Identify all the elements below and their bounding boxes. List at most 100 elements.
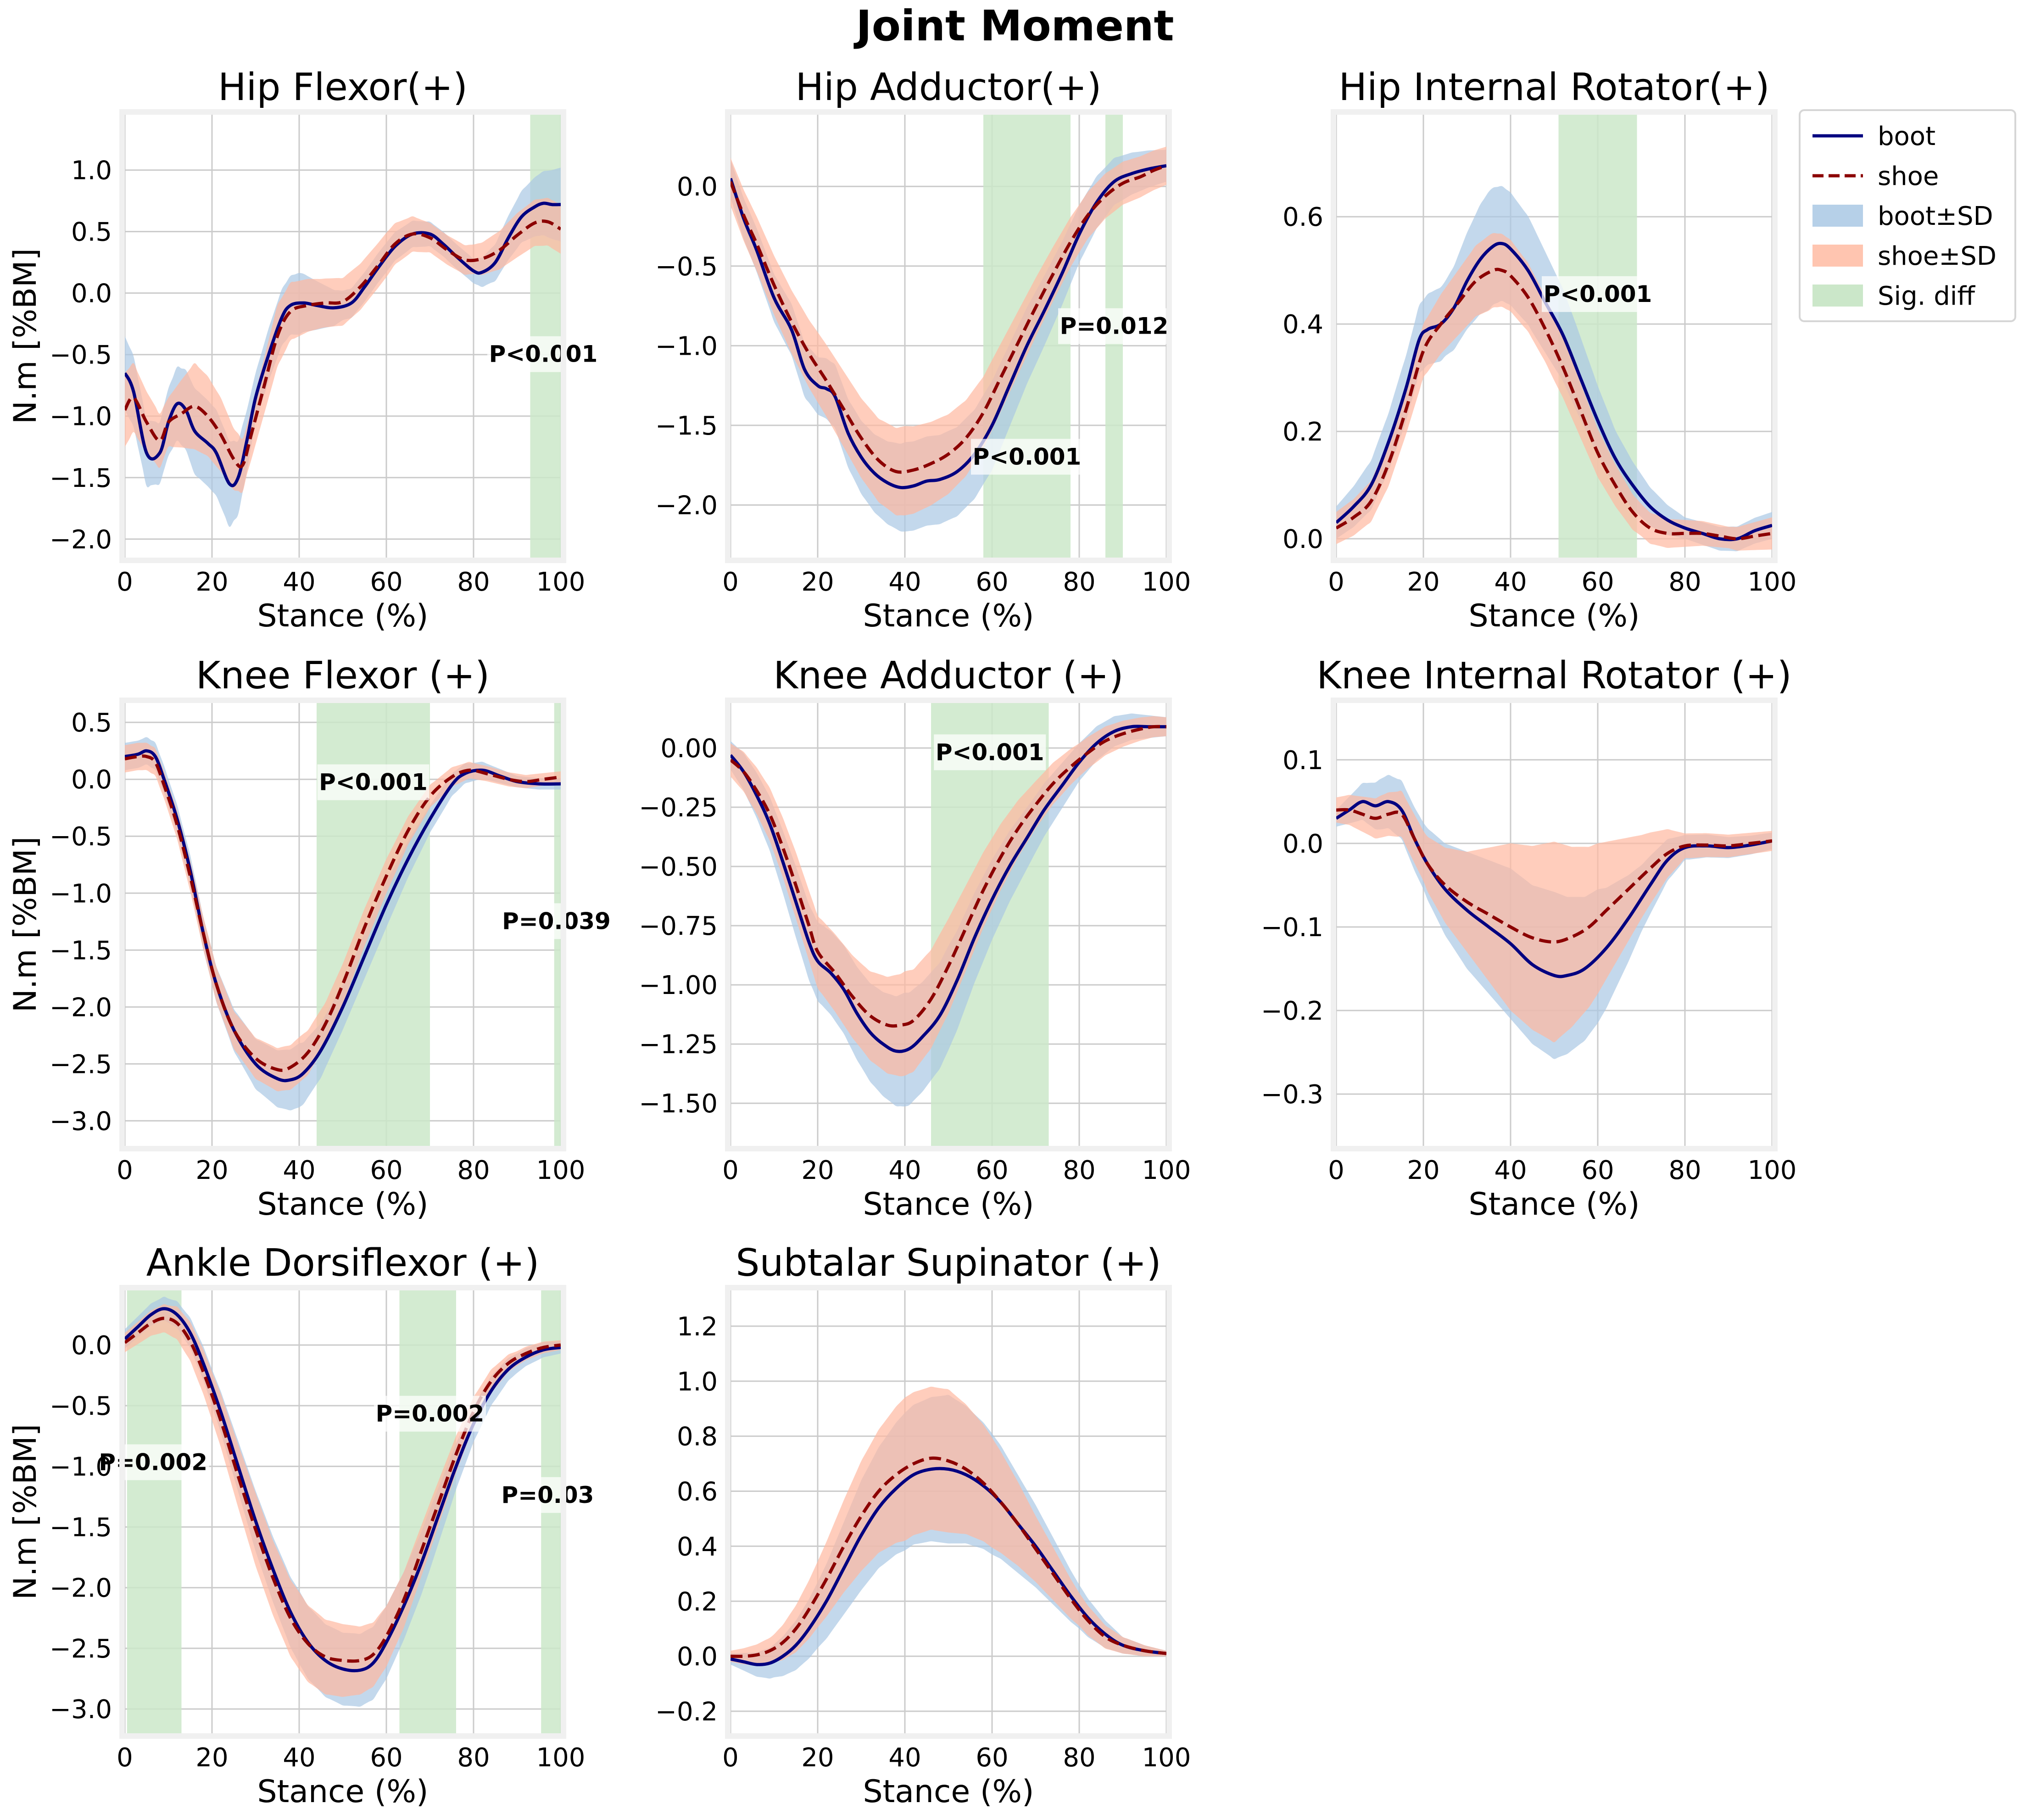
- x-tick-label: 80: [1668, 567, 1701, 597]
- boot-mean-line: [125, 749, 561, 1083]
- shoe-mean-line: [125, 219, 561, 469]
- boot-mean-line: [1336, 241, 1772, 542]
- shoe-sd-band: [1336, 791, 1772, 1043]
- x-axis-label: Stance (%): [863, 598, 1034, 634]
- y-tick-label: 1.2: [677, 1312, 718, 1342]
- y-tick-label: −2.0: [50, 993, 112, 1022]
- x-tick-label: 100: [536, 1156, 586, 1185]
- x-tick-label: 0: [722, 567, 739, 597]
- y-tick-label: 0.2: [677, 1587, 718, 1617]
- y-tick-label: −2.5: [50, 1634, 112, 1664]
- plot-content: [1336, 115, 1772, 558]
- y-tick-label: 0.5: [71, 708, 112, 738]
- axes-frame: [725, 1285, 1172, 1739]
- subplot-knee-internal-rotator: 0 20 40 60 80 100 −0.3 −0.2 −0.1 0.0 0.1 Knee Inter…: [1261, 654, 1796, 1223]
- shoe-sd-band: [1336, 233, 1772, 551]
- x-tick-label: 60: [370, 1743, 402, 1773]
- y-tick-label: 0.0: [71, 279, 112, 309]
- x-tick-label: 40: [1494, 567, 1527, 597]
- boot-mean-line: [731, 725, 1166, 1053]
- x-tick-label: 100: [1142, 567, 1191, 597]
- x-tick-label: 20: [801, 1156, 834, 1185]
- y-tick-label: −1.50: [639, 1089, 718, 1119]
- subplot-subtalar-supinator: 0 20 40 60 80 100 −0.2 0.0 0.2 0.4 0.6 0.8 1.0 1.2 Sub…: [655, 1241, 1191, 1810]
- x-tick-label: 60: [976, 567, 1008, 597]
- y-axis-label: N.m [%BM]: [7, 837, 44, 1012]
- x-tick-label: 0: [722, 1156, 739, 1185]
- y-tick-label: −0.2: [655, 1697, 718, 1727]
- axes-frame: [119, 109, 566, 563]
- shoe-mean-line: [731, 725, 1166, 1028]
- plot-content: [731, 1386, 1166, 1679]
- y-tick-label: 0.1: [1283, 746, 1323, 776]
- x-tick-label: 60: [976, 1156, 1008, 1185]
- x-tick-label: 40: [888, 1156, 921, 1185]
- x-tick-label: 40: [283, 567, 315, 597]
- x-tick-label: 60: [370, 1156, 402, 1185]
- x-tick-label: 20: [1407, 567, 1439, 597]
- x-axis-label: Stance (%): [257, 1186, 428, 1223]
- y-tick-label: 0.4: [1283, 310, 1323, 340]
- shoe-sd-band: [731, 716, 1166, 1077]
- p-value-label: P<0.001: [1544, 281, 1652, 307]
- x-tick-label: 80: [457, 1743, 490, 1773]
- y-tick-label: 0.0: [71, 765, 112, 795]
- plot-content: [125, 115, 561, 558]
- y-tick-label: −0.5: [655, 252, 718, 282]
- x-tick-label: 40: [888, 567, 921, 597]
- legend: boot shoe boot±SD shoe±SD Sig. diff: [1799, 109, 2016, 322]
- y-tick-label: −2.5: [50, 1050, 112, 1079]
- subplot-hip-internal-rotator: P<0.001 0 20 40 60 80 100 0.0 0.2 0.4 0.6 Hip Inter…: [1283, 66, 1797, 634]
- p-value-label: P<0.001: [319, 769, 428, 796]
- shoe-sd-legend-swatch: [1812, 245, 1863, 267]
- subplot-title: Knee Internal Rotator (+): [1316, 654, 1791, 698]
- shoe-mean-line: [1336, 808, 1772, 944]
- boot-mean-line: [731, 164, 1166, 490]
- x-tick-label: 100: [1142, 1743, 1191, 1773]
- y-tick-label: −0.3: [1261, 1080, 1323, 1110]
- legend-label: boot±SD: [1878, 201, 1993, 231]
- figure-title: Joint Moment: [853, 1, 1174, 50]
- legend-label: shoe: [1878, 162, 1939, 191]
- shoe-mean-line: [731, 1456, 1166, 1658]
- boot-mean-line: [125, 201, 561, 487]
- shoe-sd-band: [731, 146, 1166, 516]
- x-tick-label: 80: [1063, 567, 1095, 597]
- y-tick-label: −2.0: [50, 525, 112, 555]
- shoe-mean-line: [1336, 268, 1772, 541]
- x-axis-label: Stance (%): [257, 1774, 428, 1810]
- y-tick-label: −0.5: [50, 822, 112, 852]
- x-tick-label: 40: [888, 1743, 921, 1773]
- y-tick-label: 0.6: [677, 1477, 718, 1507]
- x-tick-label: 0: [117, 1743, 133, 1773]
- boot-mean-line: [1336, 800, 1772, 978]
- boot-sd-legend-swatch: [1812, 205, 1863, 227]
- axes-frame: [1331, 698, 1778, 1151]
- subplot-knee-flexor: P<0.001 P=0.039 0 20 40 60 80 100 −3.0 −2.5 −2.0 −1…: [7, 654, 613, 1223]
- x-tick-label: 0: [1328, 567, 1344, 597]
- y-tick-label: −1.5: [50, 936, 112, 966]
- y-tick-label: −0.5: [50, 1391, 112, 1421]
- boot-mean-line: [731, 1467, 1166, 1666]
- x-tick-label: 60: [370, 567, 402, 597]
- p-value-box: [97, 1444, 209, 1480]
- x-tick-label: 40: [283, 1743, 315, 1773]
- y-tick-label: −1.5: [655, 411, 718, 441]
- subplot-title: Ankle Dorsiflexor (+): [146, 1241, 540, 1285]
- x-tick-label: 100: [1748, 1156, 1797, 1185]
- subplot-title: Hip Adductor(+): [795, 66, 1101, 109]
- y-tick-label: 0.0: [677, 1642, 718, 1672]
- axes-frame: [725, 698, 1172, 1151]
- shoe-sd-band: [125, 743, 561, 1092]
- subplot-title: Knee Adductor (+): [773, 654, 1123, 698]
- p-value-label: P<0.001: [936, 739, 1044, 765]
- shoe-sd-band: [731, 1386, 1166, 1665]
- y-tick-label: −0.25: [639, 793, 718, 823]
- x-tick-label: 60: [976, 1743, 1008, 1773]
- subplot-title: Hip Flexor(+): [218, 66, 468, 109]
- plot-area: [125, 115, 561, 558]
- p-value-box: [487, 336, 599, 372]
- y-tick-label: 1.0: [677, 1367, 718, 1397]
- y-axis-label: N.m [%BM]: [7, 1424, 44, 1600]
- x-axis-label: Stance (%): [257, 598, 428, 634]
